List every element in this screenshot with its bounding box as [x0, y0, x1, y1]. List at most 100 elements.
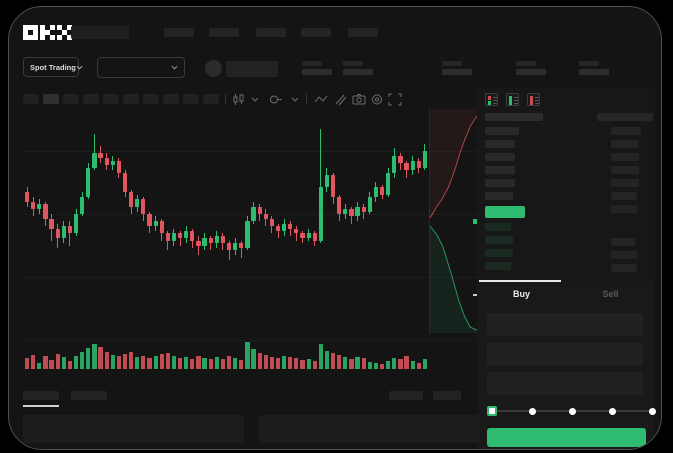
candle-body — [282, 223, 287, 231]
bottom-action-button[interactable] — [433, 391, 461, 400]
orderbook-bid-row[interactable] — [485, 262, 511, 270]
bottom-tab-orders[interactable] — [23, 391, 59, 400]
orderbook-ask-row[interactable] — [485, 166, 515, 174]
volume-bar — [392, 357, 397, 369]
volume-bar — [306, 358, 311, 369]
pair-dropdown[interactable] — [97, 57, 185, 78]
bottom-tab-history[interactable] — [71, 391, 107, 400]
chart-type-chevron-icon[interactable] — [251, 93, 259, 106]
slider-stop[interactable] — [608, 407, 616, 415]
compare-icon[interactable] — [269, 93, 283, 106]
candle-body — [98, 153, 103, 159]
candle-body — [202, 238, 207, 246]
slider-stop[interactable] — [528, 407, 536, 415]
timeframe-button[interactable] — [143, 94, 159, 104]
orderbook-mode-asks-icon[interactable] — [527, 93, 540, 106]
gridline — [23, 214, 479, 215]
timeframe-button[interactable] — [43, 94, 59, 104]
chart-type-icon[interactable] — [233, 93, 247, 106]
timeframe-button[interactable] — [183, 94, 199, 104]
settings-icon[interactable] — [370, 93, 384, 106]
orderbook-size-row — [611, 166, 639, 174]
orderbook-ask-row[interactable] — [485, 179, 515, 187]
volume-bar — [294, 358, 299, 369]
market-type-dropdown[interactable]: Spot Trading — [23, 57, 83, 77]
candle-wick — [167, 230, 169, 251]
slider-stop[interactable] — [568, 407, 576, 415]
total-input-placeholder[interactable] — [487, 372, 643, 395]
stat-value-placeholder — [343, 69, 373, 75]
volume-bar — [251, 348, 256, 369]
orderbook-mode-combined-icon[interactable] — [485, 93, 498, 106]
orderbook-bid-row[interactable] — [485, 223, 511, 231]
candle-body — [86, 167, 91, 197]
nav-item-placeholder[interactable] — [256, 28, 286, 37]
candle-wick — [320, 128, 322, 244]
candle-body — [306, 233, 311, 239]
timeframe-button[interactable] — [203, 94, 219, 104]
nav-item-placeholder[interactable] — [348, 28, 378, 37]
candle-body — [196, 240, 201, 246]
timeframe-button[interactable] — [23, 94, 39, 104]
volume-bar — [404, 356, 409, 369]
timeframe-button[interactable] — [63, 94, 79, 104]
timeframe-button[interactable] — [163, 94, 179, 104]
volume-bar — [288, 357, 293, 369]
timeframe-button[interactable] — [103, 94, 119, 104]
indicator-chevron-icon[interactable] — [291, 93, 299, 106]
volume-bar — [367, 362, 372, 369]
orderbook-ask-row[interactable] — [485, 140, 515, 148]
nav-item-placeholder[interactable] — [209, 28, 239, 37]
search-placeholder[interactable] — [71, 26, 129, 39]
orderbook-ask-row[interactable] — [485, 127, 519, 135]
orderbook-header-left — [485, 113, 543, 121]
camera-icon[interactable] — [352, 93, 366, 106]
candle-body — [55, 228, 60, 239]
tab-buy[interactable]: Buy — [512, 289, 530, 299]
slider-stop[interactable] — [648, 407, 656, 415]
candle-body — [43, 204, 48, 219]
amount-input-placeholder[interactable] — [487, 343, 643, 366]
buy-submit-button[interactable] — [487, 428, 646, 447]
volume-bar — [80, 352, 85, 369]
volume-bar — [331, 353, 336, 369]
volume-bar — [300, 360, 305, 369]
orderbook-bid-row[interactable] — [485, 236, 513, 244]
candle-body — [80, 196, 85, 214]
stat-value-placeholder — [579, 69, 609, 75]
draw-tool-icon[interactable] — [333, 93, 347, 106]
nav-item-placeholder[interactable] — [164, 28, 194, 37]
orderbook-bid-row[interactable] — [485, 249, 513, 257]
orderbook-size-row — [611, 192, 637, 200]
candle-body — [147, 213, 152, 227]
candle-body — [171, 233, 177, 241]
volume-bar — [422, 359, 427, 369]
stat-label-placeholder — [516, 61, 536, 66]
timeframe-button[interactable] — [123, 94, 139, 104]
price-input-placeholder[interactable] — [487, 313, 643, 336]
slider-handle-active[interactable] — [487, 406, 497, 416]
timeframe-button[interactable] — [83, 94, 99, 104]
bottom-table-placeholder-left — [23, 415, 244, 443]
volume-bar — [55, 353, 60, 369]
nav-item-placeholder[interactable] — [301, 28, 331, 37]
fullscreen-icon[interactable] — [388, 93, 402, 106]
orderbook-size-row — [611, 251, 637, 259]
depth-chart — [429, 109, 479, 333]
tab-sell[interactable]: Sell — [602, 289, 619, 299]
orderbook-last-price[interactable] — [485, 206, 525, 218]
bottom-action-button[interactable] — [389, 391, 423, 400]
volume-bar — [263, 355, 268, 369]
candle-body — [37, 204, 42, 210]
volume-bar — [275, 357, 281, 369]
candle-body — [184, 230, 189, 239]
candle-body — [110, 160, 115, 166]
candle-body — [251, 206, 256, 222]
volume-bar — [220, 359, 226, 369]
orderbook-ask-row[interactable] — [485, 192, 513, 200]
orderbook-ask-row[interactable] — [485, 153, 515, 161]
orderbook-mode-bids-icon[interactable] — [506, 93, 519, 106]
line-tool-icon[interactable] — [314, 93, 328, 106]
volume-bar — [361, 357, 366, 369]
candle-body — [263, 213, 268, 219]
